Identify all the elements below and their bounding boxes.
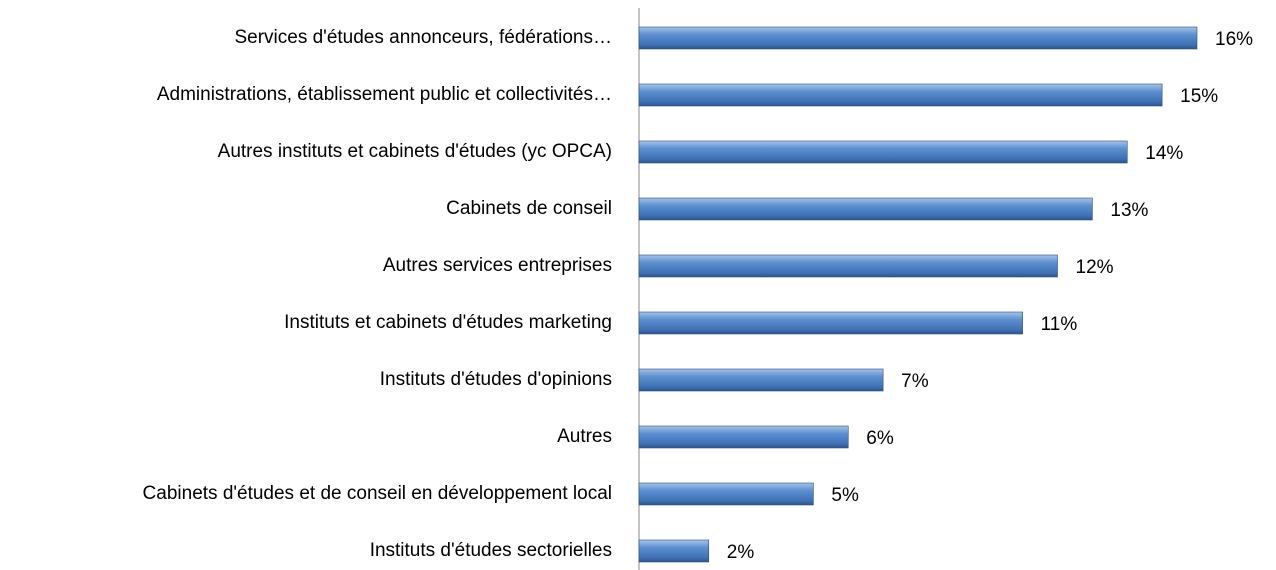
category-label: Autres	[557, 426, 612, 447]
category-label: Instituts d'études sectorielles	[370, 540, 612, 561]
category-label: Services d'études annonceurs, fédération…	[234, 27, 612, 48]
bar	[638, 140, 1128, 164]
bar	[638, 26, 1198, 50]
value-label: 5%	[831, 485, 859, 506]
category-label: Autres instituts et cabinets d'études (y…	[218, 141, 612, 162]
value-label: 13%	[1110, 200, 1148, 221]
value-label: 14%	[1145, 143, 1183, 164]
bar	[638, 254, 1058, 278]
bar	[638, 368, 884, 392]
bar	[638, 539, 710, 563]
bar	[638, 83, 1163, 107]
category-label: Autres services entreprises	[383, 255, 612, 276]
bar	[638, 425, 849, 449]
bar	[638, 482, 814, 506]
category-label: Administrations, établissement public et…	[157, 84, 612, 105]
category-label: Cabinets de conseil	[446, 198, 612, 219]
value-label: 16%	[1215, 29, 1253, 50]
category-label: Instituts d'études d'opinions	[380, 369, 612, 390]
bar	[638, 197, 1093, 221]
value-label: 7%	[901, 371, 929, 392]
bar	[638, 311, 1023, 335]
category-label: Instituts et cabinets d'études marketing	[284, 312, 612, 333]
value-label: 2%	[727, 542, 755, 563]
value-label: 11%	[1041, 314, 1078, 335]
value-label: 15%	[1180, 86, 1218, 107]
value-label: 6%	[866, 428, 894, 449]
value-label: 12%	[1076, 257, 1114, 278]
category-label: Cabinets d'études et de conseil en dével…	[143, 483, 612, 504]
